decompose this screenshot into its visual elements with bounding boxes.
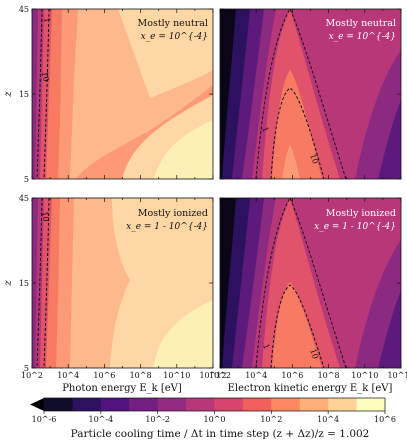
y-tick-label: 5 — [24, 175, 29, 184]
colorbar-segment — [242, 398, 272, 411]
colorbar-segment — [129, 398, 159, 411]
contour-1 — [255, 9, 347, 179]
x-tick-label: 10^2 — [21, 371, 43, 380]
contour-label-10-br: 10 — [308, 348, 320, 361]
contour-1 — [43, 9, 50, 179]
y-tick-label: 5 — [24, 364, 29, 373]
x-tick-label: 10^12 — [199, 371, 226, 380]
annotation-title-tr: Mostly neutral — [326, 18, 397, 29]
colorbar-tick-label: 10^-6 — [32, 415, 57, 424]
colorbar-segment — [271, 398, 301, 411]
contour-label-1-tr: 1 — [260, 126, 270, 134]
x-tick-label: 10^4 — [245, 371, 267, 380]
annotation-title-br: Mostly ionized — [326, 208, 396, 219]
contour-label-10-bl: 10 — [40, 211, 51, 223]
x-tick-label: 10^2 — [209, 371, 231, 380]
annotation-title-bl: Mostly ionized — [138, 208, 208, 219]
annotation-title-tl: Mostly neutral — [138, 18, 209, 29]
colorbar-tick-label: 10^4 — [317, 415, 339, 424]
colorbar-tick-label: 10^2 — [260, 415, 282, 424]
xlabel-right: Electron kinetic energy E_k [eV] — [228, 383, 393, 394]
annotation-subtitle-tr: x_e = 10^{-4} — [329, 32, 396, 42]
colorbar-segment — [186, 398, 216, 411]
region-coral-core — [272, 282, 322, 368]
colorbar-tick-label: 10^6 — [374, 415, 396, 424]
axis-ticks: 5 15 45 10^2 10^4 10^6 10^8 10^10 10^12 5 15 45 10^2… — [19, 5, 407, 380]
annotation-subtitle-bl: x_e = 1 - 10^{-4} — [126, 222, 208, 232]
colorbar-tick-label: 10^0 — [204, 415, 226, 424]
contour-label-1-br: 1 — [261, 343, 271, 351]
xlabel-left: Photon energy E_k [eV] — [62, 383, 182, 394]
contour-10 — [36, 9, 43, 179]
y-tick-label: 45 — [19, 194, 29, 203]
colorbar-segment — [299, 398, 329, 411]
colorbar-segment — [72, 398, 102, 411]
colorbar-segment — [214, 398, 244, 411]
annotation-subtitle-tl: x_e = 10^{-4} — [141, 32, 208, 42]
x-tick-label: 10^8 — [318, 371, 340, 380]
ylabel-top: z — [3, 91, 14, 98]
region-coral-core — [272, 70, 322, 179]
colorbar-extend-arrow — [30, 398, 44, 411]
colorbar-segment — [44, 398, 74, 411]
region-pale-yellow — [153, 300, 213, 368]
region-pale-yellow — [154, 120, 213, 179]
panel-bottom-right — [220, 198, 401, 368]
y-tick-label: 45 — [19, 5, 29, 14]
colorbar-segment — [328, 398, 358, 411]
region-deep-purple-right — [378, 100, 401, 179]
colorbar-tick-label: 10^-2 — [145, 415, 170, 424]
colorbar-segment — [100, 398, 130, 411]
x-tick-label: 10^12 — [387, 371, 407, 380]
x-tick-label: 10^10 — [351, 371, 378, 380]
x-tick-label: 10^4 — [57, 371, 79, 380]
x-tick-label: 10^8 — [130, 371, 152, 380]
y-tick-label: 15 — [19, 90, 29, 99]
region-deep-purple-right — [378, 290, 401, 368]
colorbar-tick-label: 10^-4 — [88, 415, 113, 424]
contour-10 — [270, 284, 325, 368]
x-tick-label: 10^6 — [93, 371, 115, 380]
region-salmon-core — [282, 145, 300, 179]
ylabel-bottom: z — [3, 280, 14, 287]
contour-1 — [43, 198, 50, 368]
contour-label-10-tr: 10 — [308, 153, 320, 166]
colorbar-segment — [157, 398, 187, 411]
panel-top-right — [220, 9, 401, 179]
contour-label-1-tl: 1 — [42, 17, 52, 24]
contour-label-10-tl: 10 — [40, 71, 51, 83]
region-light-orange — [118, 9, 213, 98]
contour-10 — [36, 198, 43, 368]
panel-bottom-left — [32, 198, 213, 368]
annotation-subtitle-br: x_e = 1 - 10^{-4} — [314, 222, 396, 232]
panel-top-left — [32, 9, 213, 179]
colorbar: 10^-6 10^-4 10^-2 10^0 10^2 10^4 10^6 — [30, 397, 396, 424]
colorbar-segment — [356, 398, 386, 411]
colorbar-label: Particle cooling time / Δt in time step … — [71, 428, 370, 440]
contour-1 — [255, 198, 347, 368]
y-tick-label: 15 — [19, 279, 29, 288]
x-tick-label: 10^10 — [163, 371, 190, 380]
x-tick-label: 10^6 — [281, 371, 303, 380]
